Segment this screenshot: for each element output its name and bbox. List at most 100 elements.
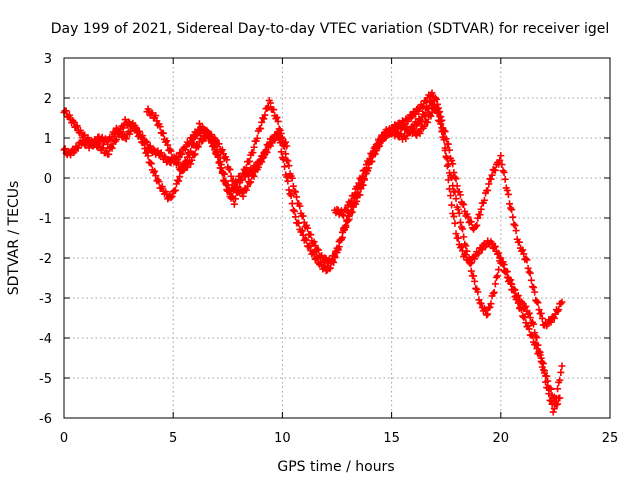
data-point: [191, 150, 199, 158]
data-point: [451, 173, 459, 181]
data-point: [473, 221, 481, 229]
data-point: [531, 288, 539, 296]
data-point: [151, 167, 159, 175]
data-point: [474, 288, 482, 296]
data-point: [285, 162, 293, 170]
data-point: [163, 137, 171, 145]
data-point: [500, 168, 508, 176]
data-point: [292, 188, 300, 196]
data-point: [163, 190, 171, 198]
data-point: [489, 289, 497, 297]
data-point: [298, 227, 306, 235]
data-point: [328, 258, 336, 266]
data-point: [525, 325, 533, 333]
data-point: [167, 147, 175, 155]
data-point: [488, 171, 496, 179]
data-point: [218, 169, 226, 177]
data-point: [194, 143, 202, 151]
data-point: [497, 152, 505, 160]
data-point: [510, 220, 518, 228]
data-point: [129, 119, 137, 127]
data-point: [296, 202, 304, 210]
data-point: [509, 213, 517, 221]
data-point: [540, 369, 548, 377]
data-point: [533, 334, 541, 342]
y-tick-label: 3: [44, 52, 52, 67]
data-point: [463, 247, 471, 255]
data-point: [539, 360, 547, 368]
x-tick-label: 5: [169, 431, 177, 446]
data-point: [506, 200, 514, 208]
data-point: [305, 243, 313, 251]
data-point: [494, 250, 502, 258]
data-point: [379, 132, 387, 140]
data-point: [433, 105, 441, 113]
data-point: [470, 272, 477, 280]
data-point: [217, 164, 225, 172]
data-point: [537, 309, 545, 317]
data-point: [474, 250, 482, 258]
data-point: [136, 132, 144, 140]
data-point: [535, 347, 543, 355]
data-point: [495, 249, 503, 257]
data-point: [250, 172, 258, 180]
data-point: [522, 302, 530, 310]
series-2: [143, 97, 566, 330]
data-point: [487, 300, 495, 308]
data-point: [515, 238, 523, 246]
data-point: [230, 200, 238, 208]
data-point: [105, 150, 113, 158]
data-point: [239, 192, 247, 200]
data-point: [147, 160, 155, 168]
data-point: [557, 368, 565, 376]
data-point: [513, 293, 521, 301]
data-point: [307, 231, 315, 239]
data-point: [420, 112, 428, 120]
data-point: [557, 300, 565, 308]
data-point: [472, 284, 480, 292]
data-point: [190, 151, 198, 159]
data-point: [514, 292, 522, 300]
data-point: [292, 213, 300, 221]
data-point: [350, 191, 358, 199]
data-point: [266, 99, 274, 107]
data-point: [164, 195, 172, 203]
y-tick-label: -1: [39, 212, 52, 227]
data-point: [451, 219, 459, 227]
data-point: [152, 112, 160, 120]
data-point: [168, 192, 176, 200]
data-point: [454, 205, 462, 213]
data-point: [261, 150, 269, 158]
data-point: [500, 261, 508, 269]
data-point: [282, 150, 290, 158]
data-point: [202, 134, 210, 142]
data-point: [525, 268, 533, 276]
data-point: [444, 140, 452, 148]
data-point: [170, 153, 178, 161]
data-point: [467, 218, 475, 226]
data-point: [283, 173, 291, 181]
data-point: [342, 205, 350, 213]
data-point: [556, 376, 564, 384]
data-point: [74, 144, 82, 152]
data-point: [140, 139, 148, 147]
data-point: [526, 314, 534, 322]
data-point: [428, 89, 436, 97]
data-point: [260, 115, 268, 123]
data-point: [274, 117, 282, 125]
data-point: [452, 195, 460, 203]
data-point: [171, 186, 179, 194]
data-point: [507, 276, 515, 284]
data-point: [242, 186, 250, 194]
data-point: [523, 256, 531, 264]
data-point: [420, 122, 428, 130]
data-point: [450, 212, 458, 220]
data-point: [335, 243, 343, 251]
data-point: [472, 223, 480, 231]
data-point: [554, 400, 562, 408]
data-point: [310, 250, 318, 258]
data-point: [526, 269, 534, 277]
data-point: [427, 97, 435, 105]
data-point: [547, 397, 555, 405]
data-point: [279, 155, 287, 163]
